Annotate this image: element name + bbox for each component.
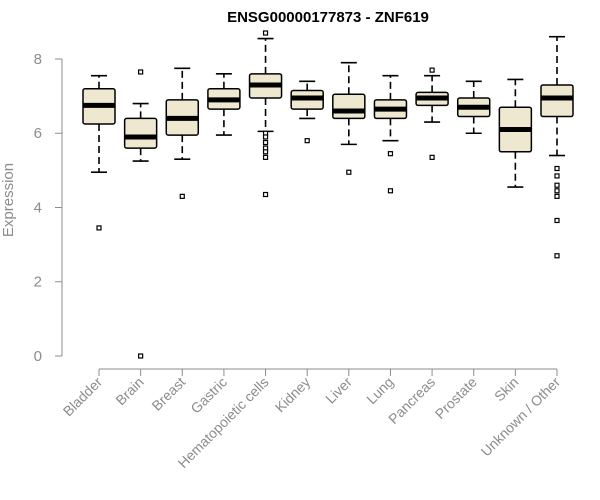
outlier-point bbox=[179, 193, 185, 199]
outlier-point bbox=[138, 69, 144, 75]
outlier-point bbox=[262, 191, 269, 198]
outlier-point bbox=[387, 188, 394, 194]
y-tick-label: 8 bbox=[34, 51, 42, 68]
x-tick-label: Unknown / Other bbox=[478, 374, 564, 460]
x-tick-label: Liver bbox=[322, 374, 355, 407]
outlier-point bbox=[554, 173, 560, 179]
outlier-point bbox=[262, 134, 269, 140]
x-tick-label: Lung bbox=[363, 374, 396, 407]
y-axis: 0 2 4 6 8 bbox=[34, 51, 63, 365]
outlier-point bbox=[262, 30, 269, 36]
outlier-point bbox=[138, 353, 144, 359]
x-tick-label: Skin bbox=[491, 374, 522, 405]
outlier-point bbox=[262, 149, 269, 155]
outlier-point bbox=[554, 165, 560, 172]
box-gastric bbox=[207, 73, 241, 136]
box-series bbox=[82, 30, 574, 359]
outlier-point bbox=[429, 154, 435, 160]
outlier-point bbox=[96, 225, 102, 231]
iqr-box bbox=[540, 84, 574, 118]
y-tick-label: 0 bbox=[34, 348, 42, 365]
box-skin bbox=[498, 78, 533, 188]
outlier-point bbox=[554, 193, 560, 199]
x-tick-label: Kidney bbox=[272, 374, 314, 416]
box-bladder bbox=[82, 74, 116, 231]
outlier-point bbox=[262, 139, 269, 146]
box-kidney bbox=[290, 80, 324, 144]
outlier-point bbox=[554, 188, 560, 194]
box-breast bbox=[165, 67, 200, 199]
outlier-point bbox=[554, 253, 560, 259]
outlier-point bbox=[429, 67, 435, 73]
outlier-point bbox=[262, 154, 269, 160]
box-prostate bbox=[456, 80, 491, 135]
box-hematopoietic-cells bbox=[248, 30, 283, 198]
outlier-point bbox=[554, 217, 560, 224]
iqr-box bbox=[123, 117, 158, 149]
outlier-point bbox=[387, 151, 394, 157]
iqr-box bbox=[332, 93, 366, 120]
y-axis-label: Expression bbox=[0, 163, 17, 237]
box-lung bbox=[373, 74, 408, 194]
outlier-point bbox=[554, 182, 560, 188]
box-liver bbox=[332, 61, 366, 175]
x-tick-label: Bladder bbox=[60, 374, 106, 420]
y-tick-label: 6 bbox=[34, 125, 42, 142]
chart-title: ENSG00000177873 - ZNF619 bbox=[227, 9, 429, 26]
outlier-point bbox=[304, 138, 310, 144]
box-pancreas bbox=[415, 67, 449, 160]
y-tick-label: 4 bbox=[34, 199, 42, 216]
x-tick-label: Prostate bbox=[432, 374, 480, 422]
box-unknown-other bbox=[540, 35, 574, 259]
x-tick-label: Brain bbox=[112, 374, 146, 408]
box-brain bbox=[123, 69, 158, 359]
y-tick-label: 2 bbox=[34, 274, 42, 291]
outlier-point bbox=[346, 169, 352, 175]
x-tick-label: Breast bbox=[148, 374, 188, 414]
